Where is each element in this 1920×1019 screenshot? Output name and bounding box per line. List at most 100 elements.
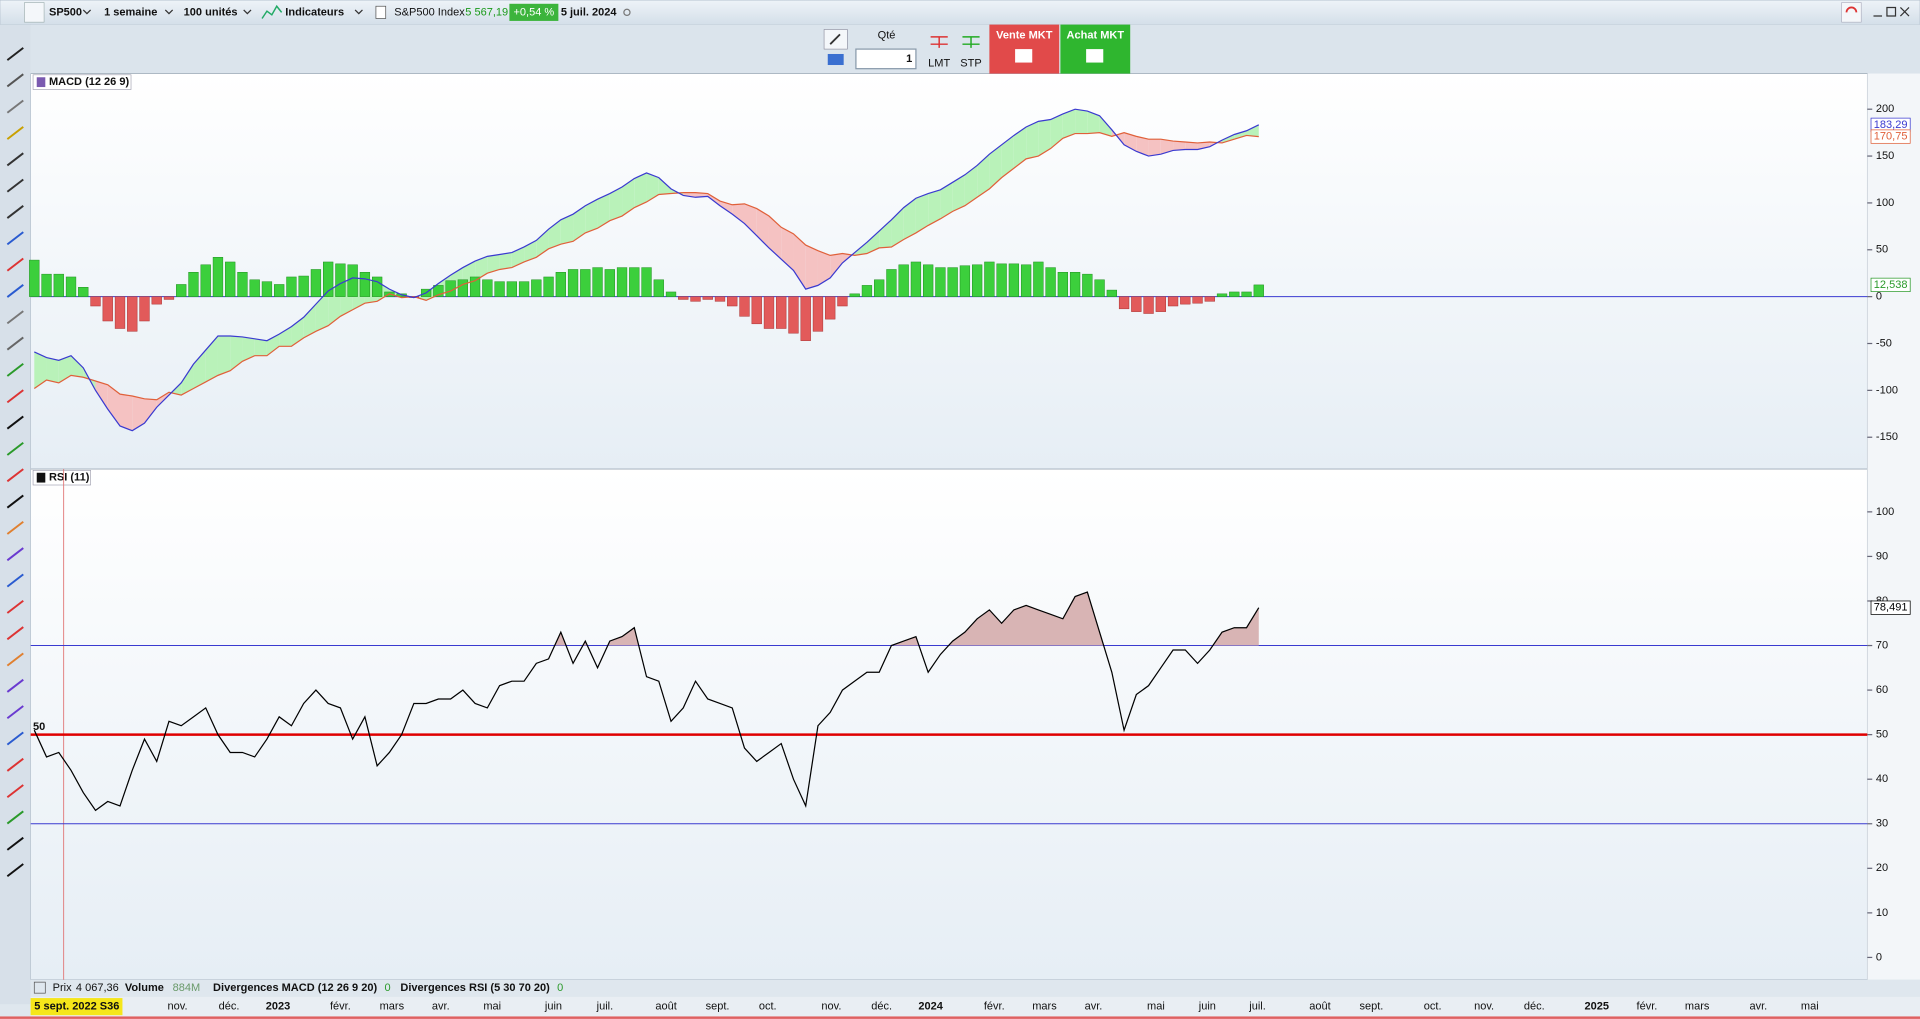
- tool-icon[interactable]: [6, 152, 24, 167]
- tool-icon[interactable]: [6, 810, 24, 825]
- limit-order[interactable]: LMT: [928, 58, 950, 70]
- tool-icon[interactable]: [6, 468, 24, 483]
- dropdown-arrow[interactable]: [354, 9, 363, 15]
- dropdown-arrow[interactable]: [82, 9, 92, 15]
- tool-icon[interactable]: [6, 705, 24, 720]
- instrument[interactable]: SP500: [49, 6, 82, 18]
- x-tick-label: sept.: [706, 1001, 730, 1013]
- macd-signal-fill: [1197, 141, 1210, 150]
- buy-label[interactable]: Achat MKT: [1067, 30, 1125, 42]
- qty-input[interactable]: [855, 48, 917, 70]
- tool-icon[interactable]: [6, 231, 24, 246]
- index-name: S&P500 Index: [394, 6, 465, 18]
- histogram-bar: [812, 296, 824, 332]
- x-tick-label: juil.: [1248, 1001, 1266, 1013]
- sync-icon[interactable]: [1845, 6, 1858, 13]
- tool-icon[interactable]: [6, 678, 24, 693]
- tool-icon[interactable]: [6, 47, 24, 61]
- tool-icon[interactable]: [6, 336, 24, 351]
- x-tick-label: juin: [544, 1001, 562, 1013]
- keyboard-button[interactable]: [827, 53, 844, 66]
- macd-title-box[interactable]: [32, 74, 132, 90]
- macd-signal-fill: [1087, 111, 1100, 134]
- tool-icon[interactable]: [6, 389, 24, 404]
- y-tick-label: 50: [1876, 729, 1888, 741]
- macd-last: 183,29: [1874, 119, 1908, 131]
- restore-icon[interactable]: [33, 981, 46, 994]
- macd-signal-fill: [964, 165, 978, 206]
- histogram-last-box: [1870, 277, 1911, 292]
- period[interactable]: 1 semaine: [104, 6, 157, 18]
- tool-icon[interactable]: [6, 863, 24, 878]
- wrench-icon[interactable]: [829, 33, 841, 45]
- histogram-bar: [114, 296, 126, 329]
- histogram-bar: [482, 279, 493, 297]
- x-tick-label: juil.: [596, 1001, 614, 1013]
- window-controls[interactable]: [1873, 6, 1910, 17]
- dropdown-arrow[interactable]: [243, 9, 252, 15]
- qty-value[interactable]: 1: [906, 53, 912, 65]
- divergence-macd-count: 0: [384, 982, 390, 994]
- tool-icon[interactable]: [6, 547, 24, 562]
- tool-icon[interactable]: [6, 731, 24, 746]
- tool-icon[interactable]: [6, 99, 24, 114]
- histogram-bar: [1118, 296, 1130, 310]
- tool-icon[interactable]: [6, 205, 24, 219]
- rsi-line: [33, 591, 1260, 812]
- tool-icon[interactable]: [6, 784, 24, 799]
- macd-signal-fill: [1075, 109, 1088, 134]
- sync-button[interactable]: [1841, 2, 1862, 23]
- tool-icon[interactable]: [6, 520, 24, 535]
- tool-icon[interactable]: [6, 626, 24, 641]
- histogram-bar: [592, 267, 603, 297]
- histogram-bar: [898, 264, 909, 297]
- x-tick-label: 2025: [1584, 1001, 1609, 1013]
- tool-icon[interactable]: [6, 652, 24, 667]
- buy-icon[interactable]: [1086, 49, 1104, 63]
- quote-date: 5 juil. 2024: [561, 6, 618, 18]
- histogram-bar: [249, 279, 260, 297]
- y-tick-label: -150: [1876, 431, 1898, 443]
- macd-signal-fill: [242, 336, 255, 362]
- tool-icon[interactable]: [6, 573, 24, 588]
- histogram-bar: [323, 261, 334, 297]
- tool-icon[interactable]: [6, 441, 24, 456]
- tool-icon[interactable]: [6, 599, 24, 614]
- tool-icon[interactable]: [6, 257, 24, 272]
- sell-icon[interactable]: [1015, 49, 1033, 63]
- signal-last: 170,75: [1874, 131, 1908, 143]
- tool-icon[interactable]: [6, 757, 24, 772]
- tool-icon[interactable]: [6, 415, 24, 430]
- limit-icon[interactable]: [930, 36, 948, 48]
- rsi-title-box[interactable]: [32, 470, 91, 486]
- macd-signal-fill: [511, 246, 525, 268]
- histogram-bar: [286, 276, 297, 297]
- rsi-panel: [30, 468, 1868, 981]
- macd-signal-fill: [928, 189, 941, 226]
- macd-signal-fill: [499, 252, 512, 270]
- indicators[interactable]: Indicateurs: [285, 6, 344, 18]
- x-tick-label: 2024: [918, 1001, 943, 1013]
- tool-icon[interactable]: [6, 178, 24, 193]
- search-icon[interactable]: [24, 2, 45, 23]
- tool-icon[interactable]: [6, 284, 24, 298]
- x-tick-label: nov.: [821, 1001, 841, 1013]
- macd-signal-fill: [658, 177, 672, 195]
- x-tick-label: oct.: [1424, 1001, 1442, 1013]
- stop-order[interactable]: STP: [960, 58, 981, 70]
- tool-icon[interactable]: [6, 494, 24, 509]
- histogram-bar: [347, 264, 358, 297]
- indicators-icon[interactable]: [261, 4, 283, 19]
- units[interactable]: 100 unités: [184, 6, 238, 18]
- tool-icon[interactable]: [6, 310, 24, 325]
- tool-icon[interactable]: [6, 73, 24, 88]
- macd-signal-fill: [597, 193, 610, 229]
- macd-signal-fill: [71, 355, 84, 378]
- tool-icon[interactable]: [6, 126, 24, 140]
- info-icon[interactable]: [375, 5, 387, 19]
- stop-icon[interactable]: [962, 36, 980, 48]
- tool-icon[interactable]: [6, 363, 24, 377]
- dropdown-arrow[interactable]: [164, 9, 174, 15]
- sell-label[interactable]: Vente MKT: [996, 30, 1053, 42]
- tool-icon[interactable]: [6, 836, 24, 851]
